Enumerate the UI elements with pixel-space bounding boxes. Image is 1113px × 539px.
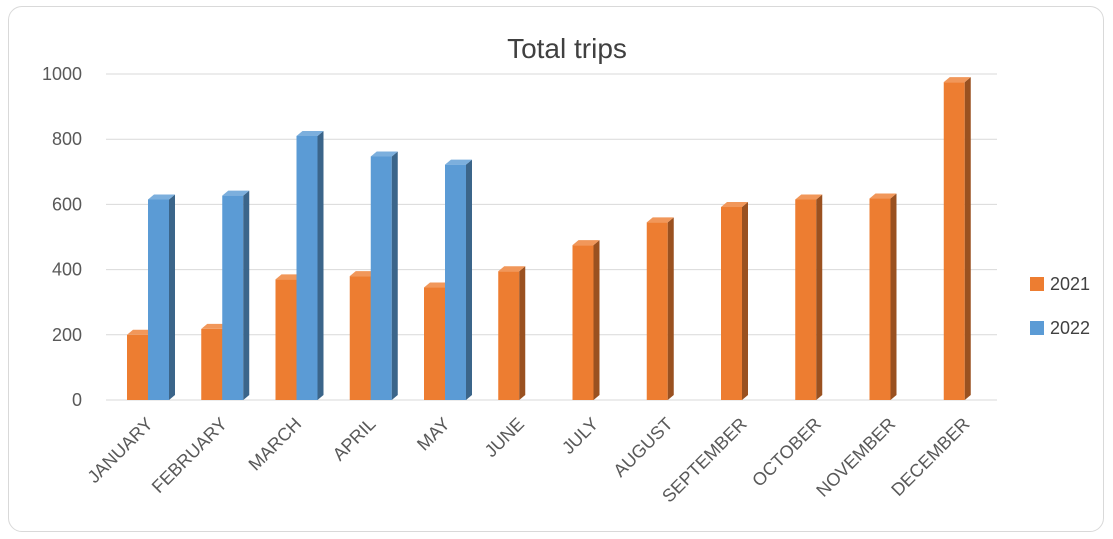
bar-2022-april [371, 151, 398, 400]
y-axis-ticks: 0 200 400 600 800 1000 [42, 64, 82, 410]
bar-front [647, 222, 668, 400]
bar-side [965, 77, 971, 400]
bar-side [668, 217, 674, 400]
bar-2022-january [148, 195, 175, 400]
bar-side [816, 195, 822, 400]
y-tick-label: 200 [52, 325, 82, 345]
bar-front [350, 276, 371, 400]
x-tick-label: JANUARY [83, 414, 156, 487]
bar-front [573, 245, 594, 400]
bar-front [944, 82, 965, 400]
legend-item-2022: 2022 [1030, 318, 1090, 338]
x-tick-label: JULY [558, 414, 602, 458]
bar-side [318, 131, 324, 400]
bar-side [392, 151, 398, 400]
x-tick-label: JUNE [481, 414, 528, 461]
bar-2022-february [222, 191, 249, 400]
bar-front [498, 271, 519, 400]
bar-2021-december [944, 77, 971, 400]
x-tick-label: FEBRUARY [148, 414, 231, 497]
bar-front [424, 288, 445, 400]
bar-2021-september [721, 202, 748, 400]
legend-label: 2022 [1050, 318, 1090, 338]
bar-front [201, 329, 222, 400]
bar-side [742, 202, 748, 400]
bar-side [243, 191, 249, 400]
y-tick-label: 0 [72, 390, 82, 410]
x-tick-label: AUGUST [609, 414, 676, 481]
y-tick-label: 800 [52, 129, 82, 149]
bar-front [148, 200, 169, 400]
bar-front [721, 207, 742, 400]
bar-front [127, 335, 148, 400]
bar-front [795, 200, 816, 400]
bar-side [466, 160, 472, 400]
y-tick-label: 400 [52, 260, 82, 280]
legend-item-2021: 2021 [1030, 274, 1090, 294]
x-tick-label: MARCH [245, 414, 306, 475]
bar-2021-november [870, 194, 897, 400]
bar-2021-august [647, 217, 674, 400]
bar-side [594, 240, 600, 400]
bar-side [519, 266, 525, 400]
x-tick-label: NOVEMBER [812, 414, 899, 501]
legend-swatch [1030, 321, 1044, 335]
bar-side [891, 194, 897, 400]
bar-front [870, 199, 891, 400]
bar-front [371, 156, 392, 400]
bar-front [276, 279, 297, 400]
bar-2021-october [795, 195, 822, 400]
bar-side [169, 195, 175, 400]
legend: 2021 2022 [1030, 274, 1090, 338]
bar-front [297, 136, 318, 400]
legend-swatch [1030, 277, 1044, 291]
y-tick-label: 600 [52, 194, 82, 214]
legend-label: 2021 [1050, 274, 1090, 294]
bar-2022-may [445, 160, 472, 400]
bar-2022-march [297, 131, 324, 400]
x-tick-label: APRIL [329, 414, 380, 465]
x-tick-label: DECEMBER [887, 414, 973, 500]
chart-title: Total trips [507, 33, 627, 64]
y-tick-label: 1000 [42, 64, 82, 84]
bars [127, 77, 971, 400]
bar-2021-june [498, 266, 525, 400]
bar-front [222, 196, 243, 400]
bar-front [445, 165, 466, 400]
bar-2021-july [573, 240, 600, 400]
x-tick-label: OCTOBER [748, 414, 825, 491]
x-tick-label: MAY [413, 414, 454, 455]
